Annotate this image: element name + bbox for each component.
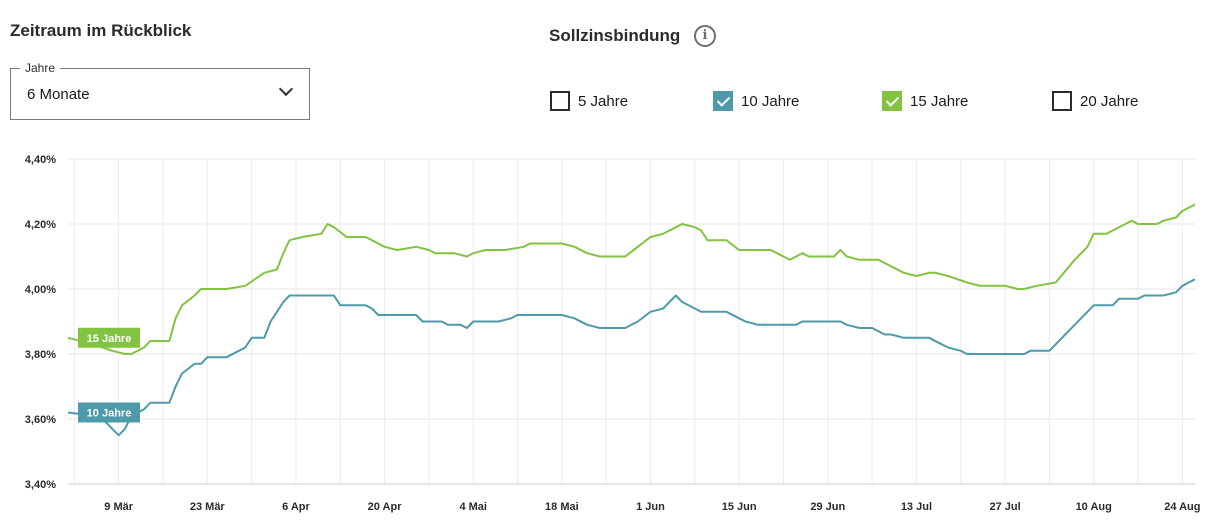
x-tick-label: 23 Mär [190,501,226,513]
x-tick-label: 15 Jun [722,501,757,513]
x-tick-label: 18 Mai [545,501,579,513]
filter-label-15-jahre: 15 Jahre [910,93,969,110]
checkbox-10-jahre[interactable] [713,91,733,111]
period-select-value: 6 Monate [27,86,90,103]
y-tick-label: 3,40% [25,479,56,491]
checkbox-15-jahre[interactable] [882,91,902,111]
x-tick-label: 24 Aug [1164,501,1200,513]
x-tick-label: 29 Jun [810,501,845,513]
period-select[interactable]: 6 Monate [10,68,310,120]
period-select-label: Jahre [20,61,61,75]
y-tick-label: 4,20% [25,219,56,231]
y-tick-label: 4,40% [25,154,56,166]
x-tick-label: 6 Apr [282,501,310,513]
y-tick-label: 3,80% [25,349,56,361]
series-badge-label-0: 15 Jahre [87,333,132,345]
y-tick-label: 3,60% [25,414,56,426]
series-line-1 [67,278,1196,437]
series-badge-label-1: 10 Jahre [87,408,132,420]
series-badge-1 [78,402,140,423]
filter-label-20-jahre: 20 Jahre [1080,93,1139,110]
info-icon[interactable]: i [694,25,716,47]
series-badge-0 [78,327,140,348]
filter-label-5-jahre: 5 Jahre [578,93,629,110]
x-tick-label: 20 Apr [368,501,403,513]
x-tick-label: 9 Mär [104,501,133,513]
checkbox-20-jahre[interactable] [1052,91,1072,111]
x-tick-label: 27 Jul [989,501,1020,513]
period-section-title: Zeitraum im Rückblick [10,21,192,40]
x-tick-label: 1 Jun [636,501,665,513]
x-tick-label: 10 Aug [1076,501,1112,513]
x-tick-label: 13 Jul [901,501,932,513]
series-line-0 [67,203,1196,355]
y-tick-label: 4,00% [25,284,56,296]
x-tick-label: 4 Mai [459,501,487,513]
filter-label-10-jahre: 10 Jahre [741,93,800,110]
checkbox-5-jahre[interactable] [550,91,570,111]
fixed-rate-section-title: Sollzinsbindung [549,26,681,45]
